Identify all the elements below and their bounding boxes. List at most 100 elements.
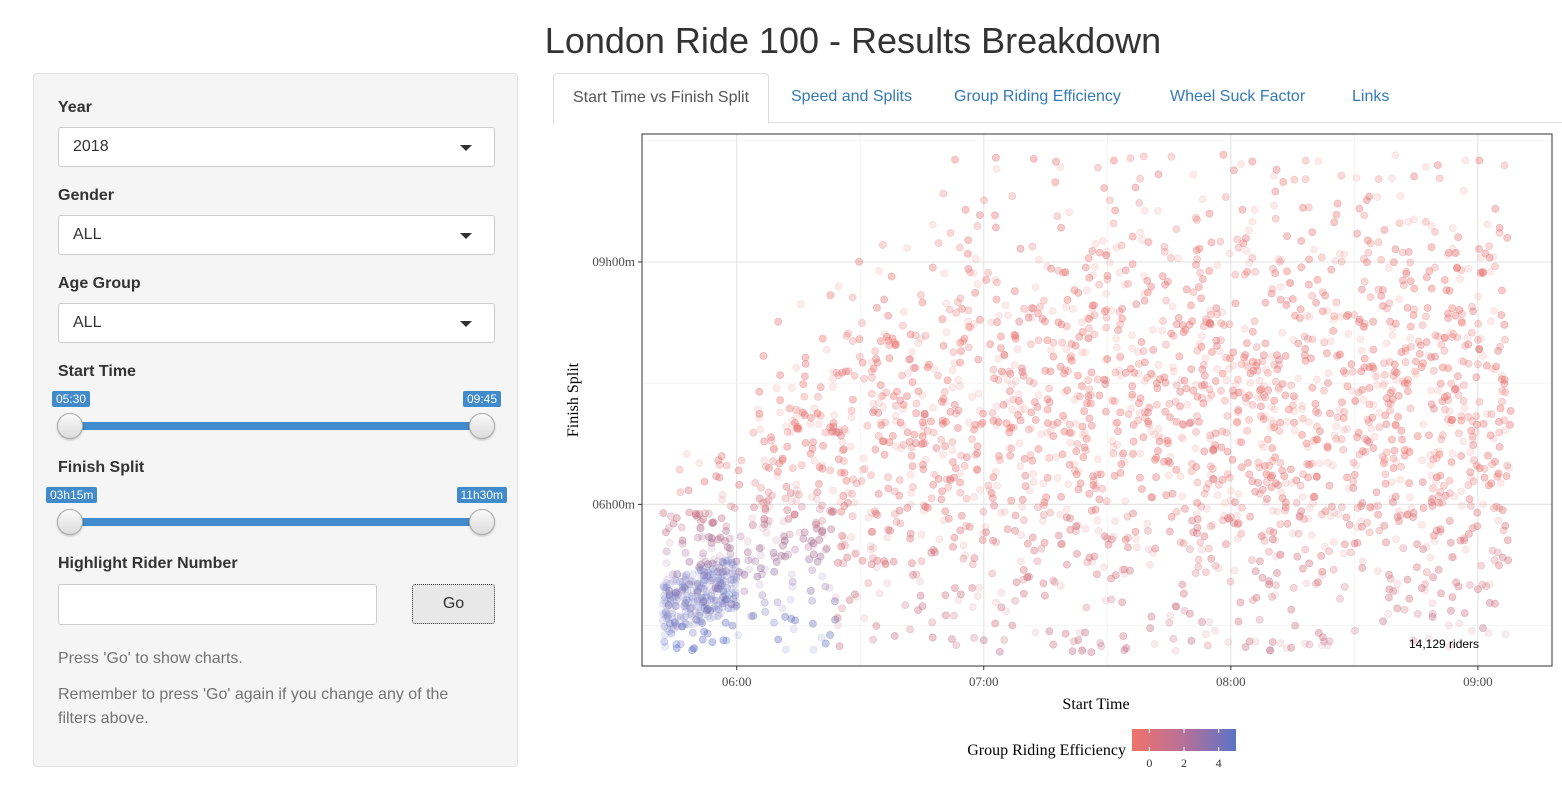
data-point (1052, 157, 1060, 166)
data-point (1245, 470, 1254, 479)
data-point (1129, 437, 1138, 446)
start-time-min-badge: 05:30 (52, 391, 91, 407)
data-point (1197, 294, 1205, 303)
data-point (791, 489, 800, 498)
go-button[interactable]: Go (412, 584, 495, 624)
data-point (762, 528, 771, 537)
start-time-slider-track[interactable] (70, 422, 482, 430)
finish-split-slider[interactable]: 03h15m 11h30m (45, 487, 507, 547)
data-point (1425, 267, 1434, 275)
data-point (1140, 206, 1149, 215)
data-point (1467, 627, 1476, 635)
data-point (1335, 406, 1344, 414)
data-point (918, 298, 927, 307)
data-point (1475, 156, 1484, 165)
data-point (1120, 570, 1129, 578)
year-select[interactable]: 2018 (58, 127, 495, 167)
data-point (826, 466, 835, 475)
tab-wheel-suck-factor[interactable]: Wheel Suck Factor (1170, 88, 1306, 105)
data-point (1081, 628, 1090, 637)
data-point (1452, 578, 1460, 587)
data-point (1288, 295, 1297, 303)
data-point (1198, 275, 1207, 283)
data-point (818, 501, 826, 510)
data-point (1205, 209, 1214, 218)
data-point (937, 397, 946, 406)
data-point (860, 374, 869, 383)
data-point (1081, 524, 1090, 533)
data-point (1065, 420, 1074, 429)
data-point (1216, 347, 1224, 355)
data-point (800, 392, 809, 401)
data-point (1273, 569, 1281, 577)
data-point (783, 427, 792, 436)
data-point (1224, 638, 1233, 646)
data-point (946, 229, 955, 237)
data-point (1253, 393, 1262, 401)
gender-select[interactable]: ALL (58, 215, 495, 255)
data-point (1024, 425, 1033, 434)
tab-speed-and-splits[interactable]: Speed and Splits (791, 88, 912, 105)
data-point (1023, 539, 1032, 548)
data-point (1395, 517, 1403, 525)
data-point (1237, 388, 1245, 397)
data-point (1062, 505, 1071, 514)
data-point (754, 405, 762, 414)
data-point (1257, 532, 1266, 541)
data-point (1343, 425, 1352, 434)
tab-group-riding-efficiency[interactable]: Group Riding Efficiency (954, 88, 1121, 105)
data-point (1192, 380, 1200, 389)
data-point (809, 539, 818, 548)
data-point (1333, 353, 1341, 361)
data-point (1211, 429, 1220, 438)
data-point (905, 355, 914, 364)
data-point (1385, 593, 1393, 602)
data-point (969, 269, 978, 277)
data-point (1014, 396, 1023, 405)
data-point (898, 371, 906, 380)
finish-split-max-handle[interactable] (469, 509, 495, 535)
data-point (1384, 264, 1393, 272)
data-point (1245, 391, 1253, 400)
data-point (1335, 249, 1344, 258)
start-time-min-handle[interactable] (57, 413, 83, 439)
data-point (1045, 627, 1054, 636)
data-point (1192, 260, 1200, 269)
data-point (1267, 402, 1276, 411)
data-point (1498, 506, 1507, 514)
data-point (1259, 415, 1268, 423)
data-point (709, 596, 718, 605)
data-point (703, 571, 712, 580)
data-point (1192, 463, 1201, 471)
data-point (1287, 381, 1296, 390)
data-point (903, 428, 912, 437)
finish-split-min-handle[interactable] (57, 509, 83, 535)
data-point (849, 475, 857, 484)
data-point (1456, 275, 1464, 283)
data-point (1353, 229, 1361, 238)
start-time-max-handle[interactable] (469, 413, 495, 439)
data-point (1489, 253, 1498, 261)
data-point (755, 544, 764, 553)
data-point (1385, 570, 1393, 579)
data-point (892, 517, 901, 526)
data-point (1290, 175, 1299, 184)
start-time-slider[interactable]: 05:30 09:45 (51, 391, 501, 451)
rider-number-input[interactable] (58, 584, 377, 625)
finish-split-slider-track[interactable] (70, 518, 482, 526)
data-point (822, 545, 830, 554)
data-point (809, 438, 817, 446)
data-point (1110, 156, 1118, 165)
data-point (1479, 624, 1487, 632)
data-point (1000, 636, 1009, 644)
data-point (1463, 333, 1472, 342)
data-point (1115, 268, 1124, 277)
data-point (1285, 405, 1293, 414)
tab-start-time-vs-finish-split[interactable]: Start Time vs Finish Split (553, 73, 770, 124)
age-group-select[interactable]: ALL (58, 303, 495, 343)
data-point (1257, 385, 1265, 394)
tab-links[interactable]: Links (1352, 88, 1390, 105)
data-point (1291, 394, 1299, 403)
data-point (675, 465, 684, 474)
data-point (1388, 478, 1396, 487)
